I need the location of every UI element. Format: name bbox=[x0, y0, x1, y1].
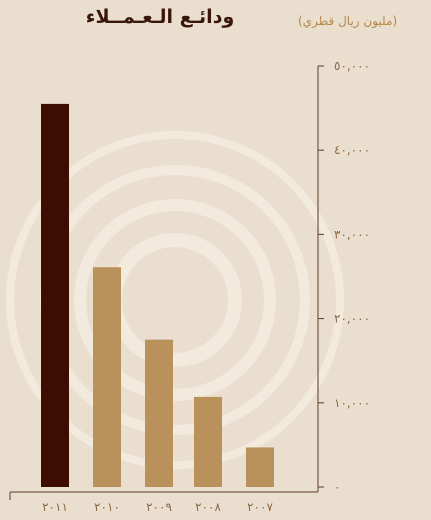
bar-٢٠٠٩ bbox=[145, 339, 173, 487]
y-tick-label-2: ٢٠,٠٠٠ bbox=[334, 312, 370, 326]
watermark-arc-2 bbox=[74, 199, 276, 401]
watermark-arc-4 bbox=[6, 131, 344, 469]
bar-٢٠١١ bbox=[41, 103, 69, 487]
bar-٢٠٠٨ bbox=[194, 396, 222, 487]
x-tick-label-2: ٢٠٠٩ bbox=[146, 500, 172, 514]
bar-٢٠١٠ bbox=[93, 267, 121, 487]
y-tick-label-0: ٠ bbox=[334, 480, 340, 494]
y-tick-label-4: ٤٠,٠٠٠ bbox=[334, 143, 370, 157]
y-tick-label-5: ٥٠,٠٠٠ bbox=[334, 59, 370, 73]
bar-٢٠٠٧ bbox=[246, 447, 274, 487]
chart-title: ودائـع الـعـمــلاء bbox=[85, 6, 235, 28]
y-tick-label-1: ١٠,٠٠٠ bbox=[334, 396, 370, 410]
y-axis-unit-label: (مليون ريال قطري) bbox=[298, 14, 398, 28]
x-tick-label-1: ٢٠١٠ bbox=[94, 500, 120, 514]
x-tick-label-0: ٢٠١١ bbox=[42, 500, 68, 514]
watermark-arc-1 bbox=[108, 233, 242, 367]
x-tick-label-3: ٢٠٠٨ bbox=[195, 500, 221, 514]
x-tick-label-4: ٢٠٠٧ bbox=[247, 500, 273, 514]
y-tick-label-3: ٣٠,٠٠٠ bbox=[334, 227, 370, 241]
